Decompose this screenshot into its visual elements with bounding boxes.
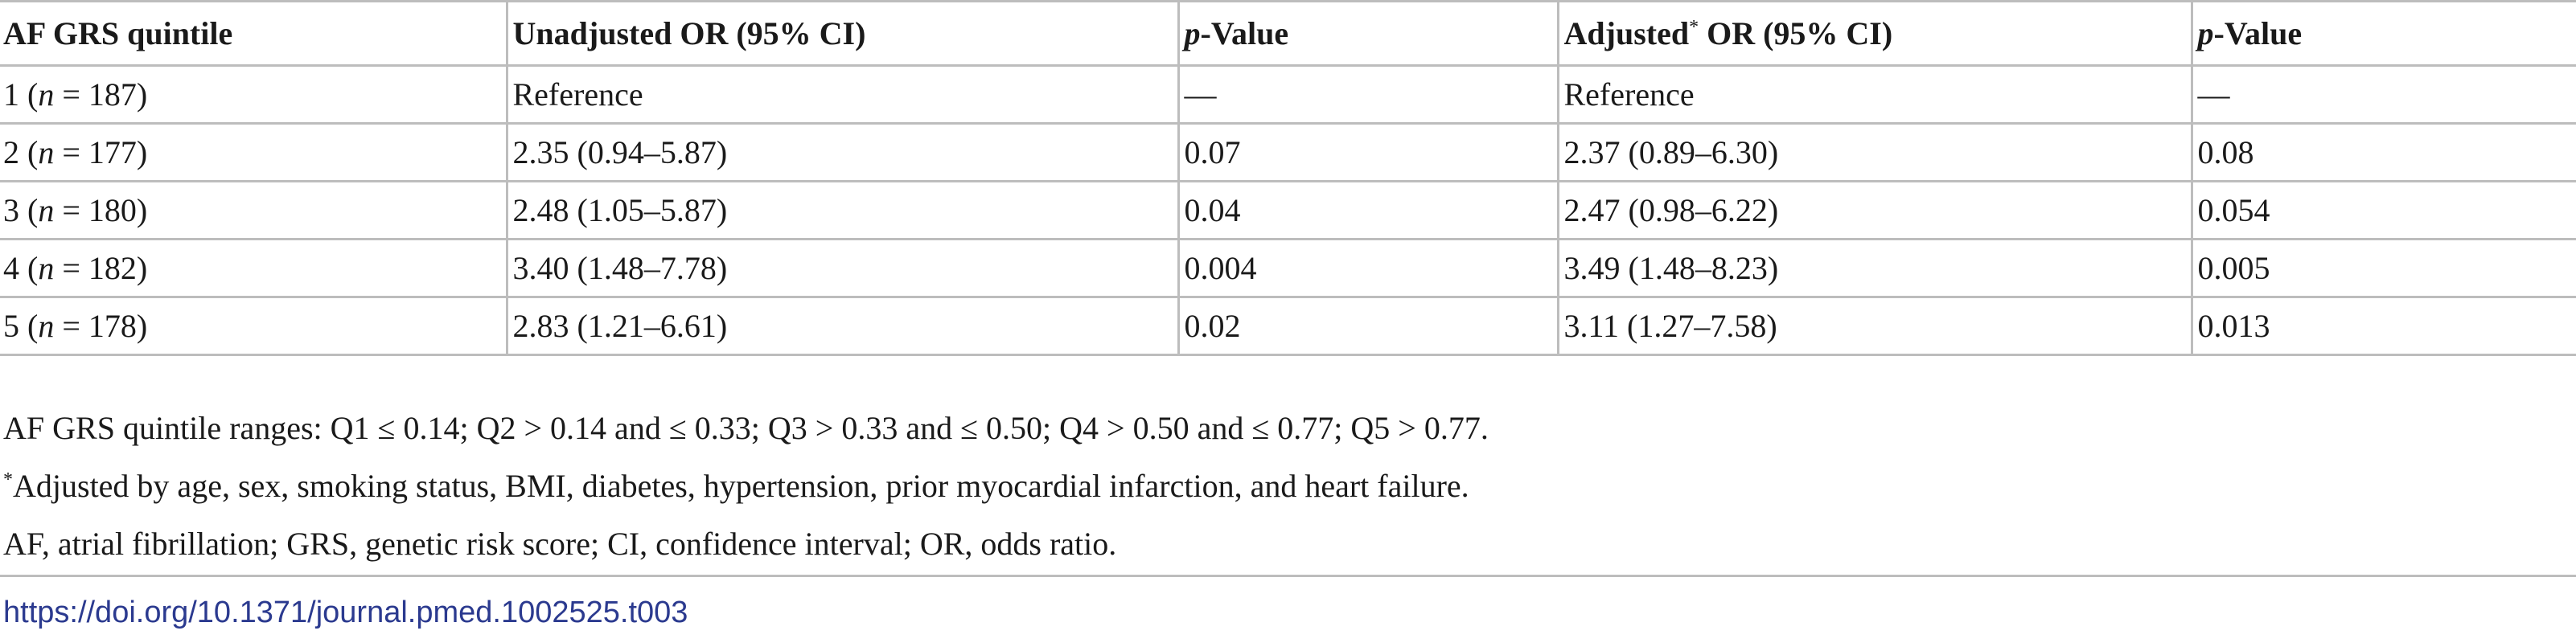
header-quintile: AF GRS quintile bbox=[0, 0, 507, 67]
cell-p-value-adjusted: 0.005 bbox=[2190, 239, 2576, 298]
cell-p-value-adjusted: 0.054 bbox=[2190, 181, 2576, 240]
cell-unadjusted-or: 2.48 (1.05–5.87) bbox=[505, 181, 1178, 240]
adjusted-word: Adjusted bbox=[1563, 14, 1690, 51]
cell-p-value-adjusted: — bbox=[2190, 65, 2576, 125]
table-row: 4 (n = 182) 3.40 (1.48–7.78) 0.004 3.49 … bbox=[0, 239, 2576, 298]
p-symbol: p bbox=[2197, 14, 2214, 51]
cell-p-value-adjusted: 0.013 bbox=[2190, 297, 2576, 356]
p-symbol: p bbox=[1184, 14, 1201, 51]
quintile-number: 1 bbox=[3, 76, 19, 113]
cell-p-value-unadjusted: 0.07 bbox=[1177, 123, 1558, 182]
p-value-suffix: -Value bbox=[1200, 14, 1289, 51]
p-value-suffix: -Value bbox=[2213, 14, 2303, 51]
cell-quintile: 5 (n = 178) bbox=[0, 297, 507, 356]
cell-adjusted-or: 3.49 (1.48–8.23) bbox=[1556, 239, 2192, 298]
quintile-number: 4 bbox=[3, 249, 19, 286]
cell-unadjusted-or: Reference bbox=[505, 65, 1178, 125]
n-count: = 178) bbox=[54, 307, 148, 344]
n-symbol: n bbox=[38, 307, 55, 344]
header-p-value-unadjusted: p-Value bbox=[1177, 0, 1558, 67]
table-row: 3 (n = 180) 2.48 (1.05–5.87) 0.04 2.47 (… bbox=[0, 181, 2576, 240]
footnote-abbreviations: AF, atrial fibrillation; GRS, genetic ri… bbox=[3, 526, 1117, 562]
results-table: AF GRS quintile Unadjusted OR (95% CI) p… bbox=[0, 0, 2576, 356]
table-header-row: AF GRS quintile Unadjusted OR (95% CI) p… bbox=[0, 0, 2576, 67]
cell-adjusted-or: Reference bbox=[1556, 65, 2192, 125]
cell-adjusted-or: 3.11 (1.27–7.58) bbox=[1556, 297, 2192, 356]
n-count: = 187) bbox=[54, 76, 148, 113]
n-symbol: n bbox=[38, 76, 55, 113]
cell-quintile: 4 (n = 182) bbox=[0, 239, 507, 298]
cell-unadjusted-or: 3.40 (1.48–7.78) bbox=[505, 239, 1178, 298]
cell-quintile: 2 (n = 177) bbox=[0, 123, 507, 182]
cell-p-value-unadjusted: 0.02 bbox=[1177, 297, 1558, 356]
table-footnotes: AF GRS quintile ranges: Q1 ≤ 0.14; Q2 > … bbox=[3, 399, 2569, 573]
header-p-value-adjusted: p-Value bbox=[2190, 0, 2576, 67]
n-symbol: n bbox=[38, 191, 55, 228]
table-row: 2 (n = 177) 2.35 (0.94–5.87) 0.07 2.37 (… bbox=[0, 123, 2576, 182]
cell-quintile: 3 (n = 180) bbox=[0, 181, 507, 240]
n-symbol: n bbox=[38, 249, 55, 286]
header-unadjusted-or: Unadjusted OR (95% CI) bbox=[505, 0, 1178, 67]
footnote-marker: * bbox=[3, 469, 13, 490]
quintile-number: 3 bbox=[3, 191, 19, 228]
footer-divider bbox=[0, 575, 2576, 577]
header-adjusted-or: Adjusted* OR (95% CI) bbox=[1556, 0, 2192, 67]
table-row: 5 (n = 178) 2.83 (1.21–6.61) 0.02 3.11 (… bbox=[0, 297, 2576, 356]
footnote-quintile-ranges: AF GRS quintile ranges: Q1 ≤ 0.14; Q2 > … bbox=[3, 410, 1489, 446]
table-row: 1 (n = 187) Reference — Reference — bbox=[0, 65, 2576, 125]
n-symbol: n bbox=[38, 133, 55, 170]
cell-adjusted-or: 2.37 (0.89–6.30) bbox=[1556, 123, 2192, 182]
n-count: = 180) bbox=[54, 191, 148, 228]
cell-p-value-adjusted: 0.08 bbox=[2190, 123, 2576, 182]
cell-unadjusted-or: 2.83 (1.21–6.61) bbox=[505, 297, 1178, 356]
n-count: = 177) bbox=[54, 133, 148, 170]
or-ci-suffix: OR (95% CI) bbox=[1699, 14, 1893, 51]
cell-unadjusted-or: 2.35 (0.94–5.87) bbox=[505, 123, 1178, 182]
n-count: = 182) bbox=[54, 249, 148, 286]
cell-p-value-unadjusted: — bbox=[1177, 65, 1558, 125]
adjusted-footnote-marker: * bbox=[1689, 16, 1699, 38]
doi-link[interactable]: https://doi.org/10.1371/journal.pmed.100… bbox=[3, 596, 688, 629]
quintile-number: 2 bbox=[3, 133, 19, 170]
footnote-adjusted: *Adjusted by age, sex, smoking status, B… bbox=[3, 457, 2569, 515]
quintile-number: 5 bbox=[3, 307, 19, 344]
cell-p-value-unadjusted: 0.004 bbox=[1177, 239, 1558, 298]
footnote-adjusted-text: Adjusted by age, sex, smoking status, BM… bbox=[13, 468, 1469, 504]
cell-quintile: 1 (n = 187) bbox=[0, 65, 507, 125]
cell-p-value-unadjusted: 0.04 bbox=[1177, 181, 1558, 240]
cell-adjusted-or: 2.47 (0.98–6.22) bbox=[1556, 181, 2192, 240]
